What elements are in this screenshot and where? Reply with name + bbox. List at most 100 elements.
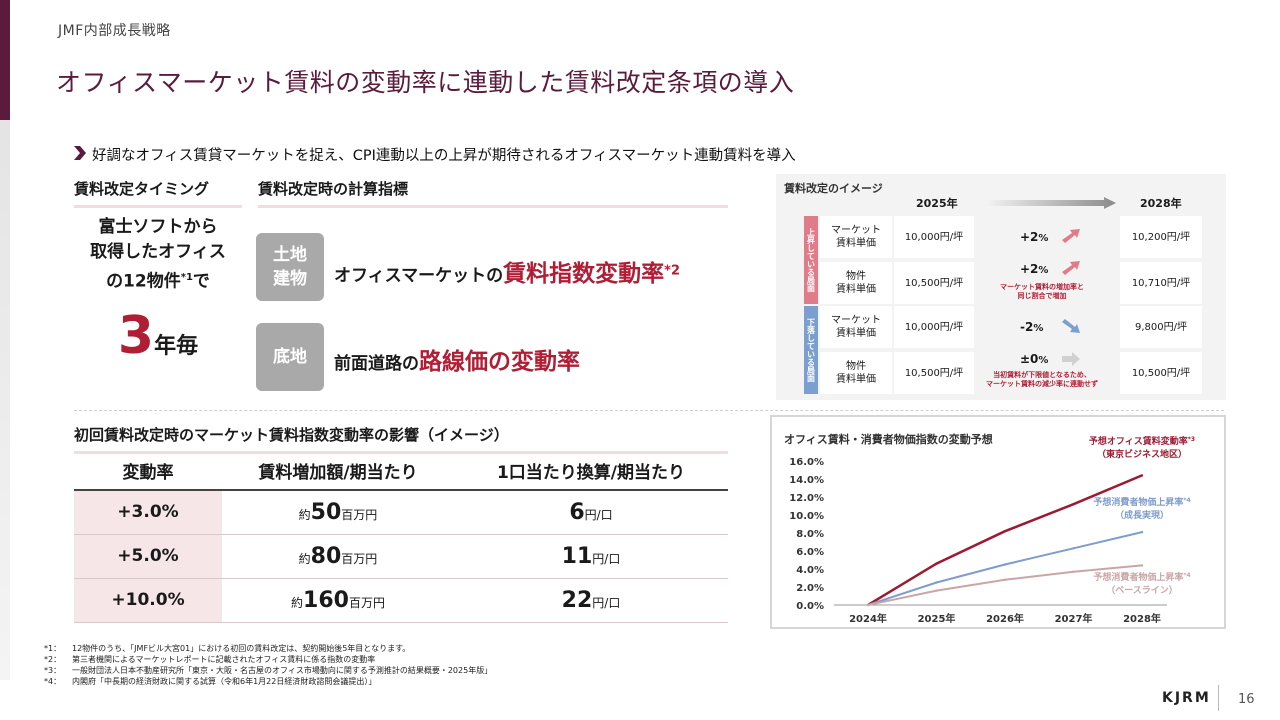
arrow-down-right-icon — [1062, 319, 1080, 333]
increase-cell: 約80百万円 — [222, 534, 454, 579]
data-point — [1003, 530, 1007, 533]
tag-land-building: 土地 建物 — [256, 233, 324, 301]
rate-cell: +10.0% — [74, 578, 222, 623]
y-tick-label: 4.0% — [796, 565, 824, 576]
data-point — [1072, 503, 1075, 506]
row-label: 物件 賃料単価 — [820, 262, 892, 304]
company-logo: KJRM — [1162, 690, 1211, 706]
x-tick-label: 2028年 — [1123, 612, 1161, 625]
per-unit-value: 11 — [561, 543, 593, 569]
tag-land: 土地 — [273, 245, 307, 265]
value-2025: 10,000円/坪 — [894, 216, 974, 258]
lead-text: 好調なオフィス賃貸マーケットを捉え、CPI連動以上の上昇が期待されるオフィスマー… — [92, 148, 796, 164]
arrow-up-right-icon — [1062, 229, 1080, 243]
chart-plot: 0.0% 2.0% 4.0% 6.0% 8.0% 10.0% 12.0% 14.0% 16.0%… — [789, 435, 1195, 625]
page-title: オフィスマーケット賃料の変動率に連動した賃料改定条項の導入 — [56, 68, 795, 97]
value-2028: 10,200円/坪 — [1120, 216, 1202, 258]
row-label-1: 物件 — [846, 361, 866, 372]
approx-prefix: 約 — [298, 551, 311, 566]
table-row: +3.0% 約50百万円 6円/口 — [74, 490, 728, 535]
revision-interval: 3年毎 — [74, 306, 242, 366]
y-tick-label: 14.0% — [789, 475, 824, 486]
image-title: 賃料改定のイメージ — [784, 182, 883, 195]
change-rate: -2% — [1020, 320, 1043, 334]
data-point — [1072, 547, 1075, 550]
indicator-market: オフィスマーケットの賃料指数変動率*2 — [334, 254, 680, 288]
x-tick-label: 2026年 — [986, 612, 1024, 625]
per-unit-unit: 円/口 — [584, 507, 613, 522]
data-point — [1003, 563, 1007, 566]
target-line-3b: で — [192, 271, 210, 292]
divider — [74, 410, 1224, 411]
indicator-road-highlight: 路線価の変動率 — [419, 349, 580, 375]
footnote: *3： 一般財団法人日本不動産研究所「東京・大阪・名古屋のオフィス市場動向に関する… — [44, 665, 492, 676]
per-unit-unit: 円/口 — [592, 551, 621, 566]
indicator-road-prefix: 前面道路の — [334, 354, 419, 374]
change-rate: +2% — [1020, 262, 1048, 276]
rate-cell: +5.0% — [74, 534, 222, 579]
x-tick-label: 2027年 — [1055, 612, 1093, 625]
x-tick-label: 2025年 — [918, 612, 956, 625]
series-sublabel: （成長実現） — [1115, 509, 1169, 521]
tag-building: 建物 — [273, 269, 307, 289]
y-tick-label: 0.0% — [796, 601, 824, 612]
y-tick-label: 6.0% — [796, 547, 824, 558]
rate-cell: +3.0% — [74, 490, 222, 535]
approx-prefix: 約 — [298, 507, 311, 522]
forecast-chart: オフィス賃料・消費者物価指数の変動予想 0.0% 2.0% 4.0% 6.0% 8.0%… — [770, 415, 1226, 629]
falling-phase-label: 下落している局面 — [804, 306, 818, 394]
section-label: JMF内部成長戦略 — [58, 23, 171, 39]
change-value: ±0 — [1020, 352, 1039, 366]
value-2025: 10,500円/坪 — [894, 262, 974, 304]
impact-header-row: 変動率 賃料増加額/期当たり 1口当たり換算/期当たり — [74, 452, 728, 491]
tag-leasehold-land: 底地 — [256, 323, 324, 391]
data-point — [935, 589, 938, 592]
change-note: 当初賃料が下限値となるため、 マーケット賃料の減少率に連動せず — [980, 371, 1104, 389]
value-2028: 10,710円/坪 — [1120, 262, 1202, 304]
series-line — [867, 564, 1143, 606]
impact-table: 変動率 賃料増加額/期当たり 1口当たり換算/期当たり +3.0% 約50百万円… — [74, 452, 728, 623]
value-2025: 10,500円/坪 — [894, 352, 974, 394]
target-line-3: の12物件*1で — [74, 265, 242, 295]
indicator-market-highlight: 賃料指数変動率 — [503, 261, 665, 287]
data-point — [935, 562, 938, 565]
per-unit-value: 6 — [569, 499, 585, 525]
footnote-text: 12物件のうち、「JMFビル大宮01」における初回の賃料改定は、契約開始後5年目… — [72, 644, 411, 653]
y-tick-label: 16.0% — [789, 457, 824, 468]
change-value: +2 — [1020, 262, 1039, 276]
row-label-2: 賃料単価 — [836, 238, 876, 249]
chevron-right-icon — [74, 146, 86, 160]
y-tick-label: 2.0% — [796, 583, 824, 594]
change-rate: ±0% — [1020, 352, 1048, 366]
row-label-2: 賃料単価 — [836, 284, 876, 295]
increase-amount: 160 — [303, 587, 349, 613]
footnote-key: *4： — [44, 677, 62, 686]
indicator-header: 賃料改定時の計算指標 — [258, 178, 728, 208]
footnote-text: 内閣府「中長期の経済財政に関する試算（令和6年1月22日経済財政諮問会議提出）」 — [72, 677, 377, 686]
interval-number: 3 — [117, 306, 155, 366]
arrow-up-right-icon — [1062, 261, 1080, 275]
row-label-1: マーケット — [831, 225, 881, 236]
footnote-key: *3： — [44, 666, 62, 675]
per-unit-cell: 6円/口 — [453, 490, 728, 535]
series-label: 予想消費者物価上昇率*4 — [1093, 496, 1190, 508]
change-pct: % — [1038, 265, 1049, 276]
change-pct: % — [1038, 355, 1049, 366]
footnote: *1： 12物件のうち、「JMFビル大宮01」における初回の賃料改定は、契約開始後… — [44, 643, 492, 654]
target-line-3a: の12物件 — [106, 271, 181, 292]
change-pct: % — [1033, 323, 1044, 334]
row-label: 物件 賃料単価 — [820, 352, 892, 394]
row-label-2: 賃料単価 — [836, 328, 876, 339]
revision-image-panel: 賃料改定のイメージ 2025年 2028年 上昇している局面 下落している局面 … — [776, 174, 1226, 400]
row-label: マーケット 賃料単価 — [820, 306, 892, 348]
row-label-1: 物件 — [846, 271, 866, 282]
value-2028: 10,500円/坪 — [1120, 352, 1202, 394]
interval-unit: 年毎 — [154, 334, 199, 359]
target-footnote-ref: *1 — [180, 272, 193, 283]
target-line-1: 富士ソフトから — [98, 217, 218, 237]
footnote: *4： 内閣府「中長期の経済財政に関する試算（令和6年1月22日経済財政諮問会議提… — [44, 676, 492, 687]
change-note-1: 当初賃料が下限値となるため、 — [993, 371, 1091, 379]
per-unit-unit: 円/口 — [592, 595, 621, 610]
table-row: +5.0% 約80百万円 11円/口 — [74, 534, 728, 579]
footer-divider — [1218, 685, 1219, 711]
